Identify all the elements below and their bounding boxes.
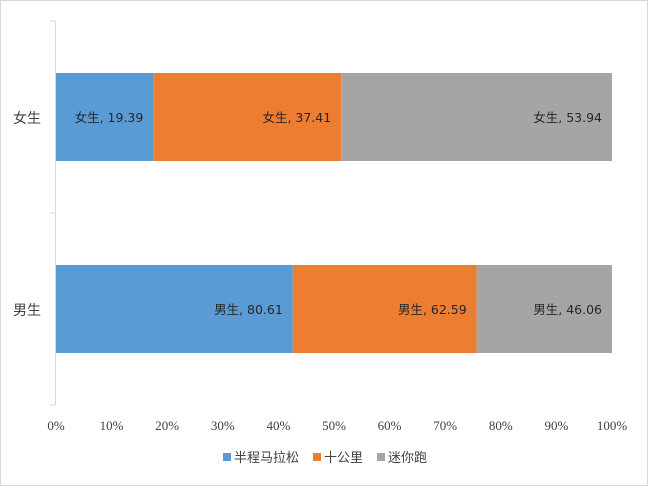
x-tick-label: 60% xyxy=(378,418,402,433)
legend-swatch xyxy=(223,453,231,461)
legend-swatch xyxy=(313,453,321,461)
legend-item: 十公里 xyxy=(313,451,363,466)
x-tick-label: 90% xyxy=(544,418,568,433)
x-tick-label: 100% xyxy=(597,418,628,433)
category-label: 男生 xyxy=(13,303,41,319)
data-label: 女生, 19.39 xyxy=(75,110,144,125)
legend-item: 半程马拉松 xyxy=(223,451,299,466)
x-tick-label: 40% xyxy=(266,418,290,433)
bar-segment xyxy=(476,265,612,353)
data-label: 男生, 46.06 xyxy=(533,302,602,317)
bar-segment xyxy=(56,73,154,161)
x-tick-label: 50% xyxy=(322,418,346,433)
x-tick-label: 70% xyxy=(433,418,457,433)
legend-label: 迷你跑 xyxy=(388,451,427,466)
x-tick-label: 0% xyxy=(47,418,65,433)
x-tick-label: 80% xyxy=(489,418,513,433)
legend-label: 十公里 xyxy=(324,451,363,466)
legend-label: 半程马拉松 xyxy=(234,451,299,466)
x-tick-label: 10% xyxy=(100,418,124,433)
bar-segment xyxy=(56,265,293,353)
data-label: 男生, 62.59 xyxy=(398,302,467,317)
data-label: 女生, 53.94 xyxy=(533,110,602,125)
data-label: 女生, 37.41 xyxy=(262,110,331,125)
legend-item: 迷你跑 xyxy=(377,451,427,466)
category-label: 女生 xyxy=(13,110,41,127)
legend: 半程马拉松 十公里 迷你跑 xyxy=(223,451,427,466)
bars-layer xyxy=(56,73,612,353)
x-tick-label: 30% xyxy=(211,418,235,433)
bar-segment xyxy=(153,73,342,161)
data-labels-layer: 女生, 19.39 女生, 37.41 女生, 53.94 男生, 80.61 男生, … xyxy=(75,110,602,317)
legend-swatch xyxy=(377,453,385,461)
bar-segment xyxy=(292,265,477,353)
data-label: 男生, 80.61 xyxy=(214,302,283,317)
x-tick-label: 20% xyxy=(155,418,179,433)
bar-segment xyxy=(341,73,612,161)
